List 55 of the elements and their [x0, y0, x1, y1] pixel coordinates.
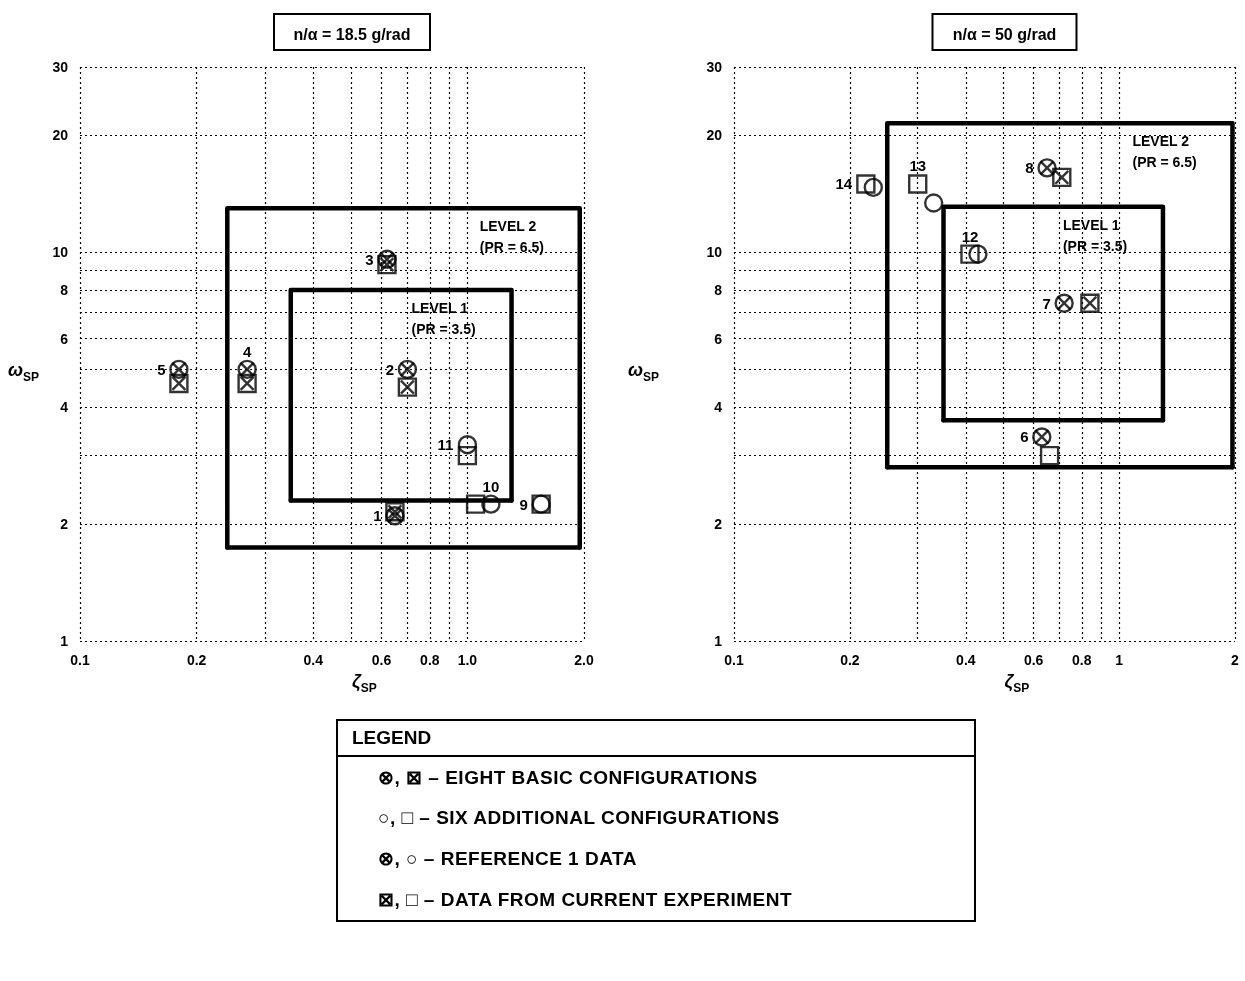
y-tick-label: 1: [714, 633, 723, 649]
series-label: LEVEL 1 (PR = 3.5): [1062, 215, 1129, 256]
y-tick-label: 1: [60, 633, 69, 649]
annotation: 10: [482, 477, 500, 495]
x-tick-label: 0.1: [70, 652, 90, 668]
annotation: 3: [365, 250, 374, 268]
series-label: LEVEL 2 (PR = 6.5): [1132, 132, 1198, 173]
annotation: 7: [1042, 294, 1051, 312]
x-tick-label: 0.4: [956, 652, 976, 668]
chart-title: n/α = 18.5 g/rad: [293, 25, 411, 43]
y-tick-label: 20: [706, 127, 723, 144]
x-tick-label: 1: [1115, 652, 1124, 668]
y-tick-label: 20: [52, 127, 69, 144]
text: ⊗, ○ – REFERENCE 1 DATA: [377, 847, 638, 871]
y-tick-label: 10: [706, 244, 723, 261]
annotation: 2: [385, 360, 395, 378]
x-axis-title: ζ$_{SP}$: [1004, 671, 1030, 695]
y-tick-label: 8: [714, 282, 723, 299]
y-tick-label: 2: [60, 516, 69, 533]
y-tick-label: 10: [52, 244, 69, 261]
annotation: 8: [1025, 159, 1034, 177]
y-tick-label: 6: [60, 330, 69, 347]
text: ○, □ – SIX ADDITIONAL CONFIGURATIONS: [377, 806, 781, 830]
annotation: 4: [242, 342, 252, 360]
x-tick-label: 2.0: [574, 652, 594, 668]
y-tick-label: 2: [714, 516, 723, 533]
y-tick-label: 8: [60, 282, 69, 299]
annotation: 1: [373, 507, 382, 525]
annotation: 13: [909, 157, 927, 175]
text: ⊗, ⊠ – EIGHT BASIC CONFIGURATIONS: [377, 766, 759, 790]
y-tick-label: 6: [714, 330, 723, 347]
y-tick-label: 30: [706, 59, 723, 75]
y-tick-label: 30: [52, 59, 69, 75]
y-axis-title: ω$_{SP}$: [8, 360, 40, 384]
text: LEGEND: [338, 721, 974, 757]
x-tick-label: 0.2: [840, 652, 860, 668]
annotation: 5: [157, 360, 166, 378]
x-tick-label: 0.2: [186, 652, 207, 668]
x-tick-label: 0.6: [1023, 652, 1044, 668]
x-tick-label: 1.0: [457, 652, 478, 668]
x-tick-label: 2: [1231, 652, 1240, 668]
x-tick-label: 0.8: [1072, 652, 1092, 668]
y-tick-label: 4: [714, 399, 723, 416]
annotation: 9: [519, 495, 528, 513]
x-axis-title: ζ$_{SP}$: [352, 671, 377, 695]
x-tick-label: 0.6: [371, 652, 392, 668]
chart-title: n/α = 50 g/rad: [952, 25, 1057, 43]
x-tick-label: 0.8: [420, 652, 440, 668]
x-tick-label: 0.1: [724, 652, 744, 668]
y-tick-label: 4: [60, 399, 69, 416]
text: ⊠, □ – DATA FROM CURRENT EXPERIMENT: [377, 888, 794, 912]
y-axis-title: ω$_{SP}$: [628, 360, 660, 384]
series-label: LEVEL 2 (PR = 6.5): [479, 217, 545, 258]
x-tick-label: 0.4: [303, 652, 324, 668]
annotation: 6: [1020, 428, 1029, 446]
